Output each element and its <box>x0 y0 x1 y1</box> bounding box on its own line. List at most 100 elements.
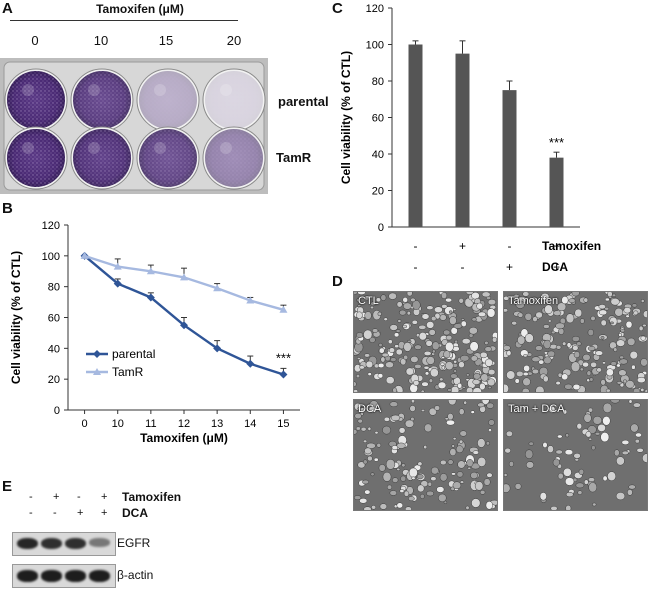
cell <box>416 473 424 480</box>
conc-label-0: 0 <box>31 33 39 48</box>
cell <box>385 458 396 470</box>
cell <box>367 372 372 376</box>
cell <box>618 332 622 337</box>
cell <box>387 339 393 345</box>
blot-band <box>65 538 86 550</box>
cell <box>619 355 625 360</box>
b-y-tick-label: 120 <box>42 220 60 232</box>
cell <box>455 445 464 454</box>
cell <box>555 381 561 386</box>
cell <box>547 445 554 453</box>
cell <box>452 481 462 490</box>
cell <box>453 369 457 373</box>
cell <box>474 481 484 491</box>
cell <box>606 368 614 377</box>
cell <box>586 378 591 383</box>
cell <box>504 473 508 477</box>
cell <box>538 359 545 365</box>
cell <box>616 456 625 466</box>
cell <box>399 489 405 493</box>
cell <box>535 345 543 351</box>
cell <box>414 363 422 369</box>
cell <box>469 341 479 352</box>
cell <box>517 335 526 345</box>
cell <box>476 302 483 310</box>
cell <box>573 351 581 359</box>
cell <box>426 305 434 310</box>
cell <box>385 361 394 369</box>
cell <box>600 319 607 327</box>
cell <box>570 361 581 372</box>
cell <box>625 314 630 318</box>
cell <box>413 380 420 386</box>
cell <box>607 292 613 298</box>
cell <box>552 458 560 467</box>
cell <box>577 490 583 495</box>
cell <box>574 308 583 318</box>
panel-e-letter: E <box>2 478 13 495</box>
cell <box>575 482 585 489</box>
cell <box>378 347 385 354</box>
blot-actin-label: β-actin <box>117 568 154 582</box>
cell <box>439 377 444 382</box>
cell <box>441 292 448 299</box>
cell <box>543 351 548 355</box>
well-highlight <box>22 142 34 154</box>
panel-d-letter: D <box>332 273 343 290</box>
c-bar <box>455 53 470 227</box>
b-x-tick-label: 10 <box>112 418 124 430</box>
c-tamoxifen-sign: - <box>414 239 418 253</box>
cell <box>402 297 408 303</box>
cell <box>447 388 452 392</box>
cell <box>558 327 565 335</box>
micrograph-dca: DCA <box>353 399 498 511</box>
cell <box>394 344 400 349</box>
cell <box>399 309 407 316</box>
cell <box>638 325 644 332</box>
cell <box>408 467 418 478</box>
cell <box>571 292 580 297</box>
cell <box>431 341 440 351</box>
cell <box>565 504 572 510</box>
cell <box>354 292 358 295</box>
cell <box>504 345 511 351</box>
cell <box>627 489 633 496</box>
cell <box>485 501 493 510</box>
cell <box>359 498 368 504</box>
cell <box>459 430 468 437</box>
micrograph-tam-dca-image <box>504 400 647 510</box>
cell <box>598 304 606 310</box>
cell <box>588 407 593 413</box>
cell <box>523 354 528 358</box>
cell <box>594 431 601 436</box>
cell <box>557 434 563 439</box>
cell <box>535 311 543 319</box>
cell <box>561 373 569 381</box>
b-legend-label-TamR: TamR <box>112 365 144 379</box>
cell <box>461 338 471 345</box>
c-bar <box>408 44 423 227</box>
c-dca-row-label: DCA <box>542 260 568 274</box>
cell <box>610 400 620 404</box>
c-y-tick-label: 100 <box>366 40 384 52</box>
cell <box>621 450 629 456</box>
well-highlight <box>220 84 232 96</box>
cell <box>370 472 375 477</box>
micrograph-tamoxifen-label: Tamoxifen <box>508 295 559 307</box>
cell <box>411 400 415 404</box>
well-plate-photo <box>0 58 268 194</box>
cell <box>572 345 579 351</box>
cell <box>402 324 408 329</box>
micrograph-tam-dca-label: Tam + DCA <box>508 403 565 415</box>
cell <box>514 483 522 490</box>
cell <box>602 416 611 426</box>
blot-egfr-strip <box>12 532 116 556</box>
cell <box>548 319 552 323</box>
cell <box>535 385 545 392</box>
cell <box>557 472 564 480</box>
conc-label-1: 10 <box>93 33 109 48</box>
cell <box>451 472 456 476</box>
cell <box>379 503 388 510</box>
cell <box>380 356 386 363</box>
b-y-axis-title: Cell viability (% of CTL) <box>9 251 23 384</box>
